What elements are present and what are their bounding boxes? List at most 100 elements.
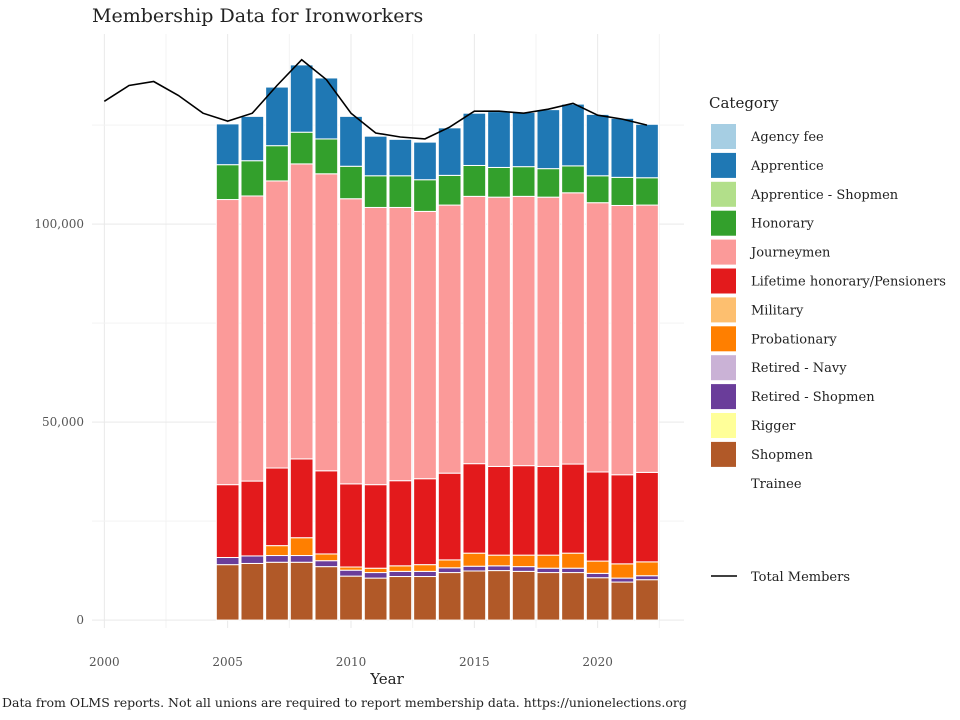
bar-segment <box>462 570 487 621</box>
bar-segment <box>536 109 561 170</box>
total-members-line-layer <box>103 58 648 140</box>
bar-segment <box>363 175 388 208</box>
bar-segment <box>635 579 659 621</box>
bar-segment <box>511 465 536 556</box>
legend-label: Shopmen <box>751 448 813 463</box>
bar-segment <box>536 168 561 198</box>
legend-swatch <box>711 355 736 381</box>
bar-segment <box>487 570 511 621</box>
bar-segment <box>215 484 240 559</box>
bar-segment <box>585 471 610 562</box>
bar-segment <box>511 570 536 621</box>
bar-segment <box>610 577 635 583</box>
bar-segment <box>265 467 289 547</box>
bar-segment <box>462 195 487 465</box>
legend-swatch <box>711 181 736 207</box>
legend-label: Retired - Navy <box>751 361 847 376</box>
bar-segment <box>339 569 363 577</box>
legend-label: Honorary <box>751 217 815 232</box>
bar-segment <box>215 199 240 486</box>
bar-segment <box>610 581 635 621</box>
legend-swatch <box>711 413 736 438</box>
bar-segment <box>610 117 635 178</box>
bar-segment <box>388 175 413 208</box>
legend-title: Category <box>709 94 779 112</box>
bar-segment <box>215 564 240 621</box>
total-members-line <box>103 58 648 140</box>
bar-segment <box>339 198 363 485</box>
bar-segment <box>388 570 413 578</box>
bar-segment <box>363 484 388 569</box>
bar-segment <box>339 165 363 200</box>
bar-segment <box>536 567 561 574</box>
bar-segment <box>240 160 265 197</box>
bar-segment <box>585 572 610 579</box>
bar-segment <box>585 577 610 621</box>
bar-segment <box>289 537 314 557</box>
bar-segment <box>437 127 462 176</box>
bar-segment <box>314 566 339 621</box>
bar-segment <box>487 196 511 467</box>
bar-segment <box>413 576 437 621</box>
bar-segment <box>265 180 289 469</box>
bar-segment <box>215 123 240 166</box>
legend-swatch <box>711 210 736 236</box>
bar-segment <box>487 111 511 168</box>
bar-segment <box>314 560 339 568</box>
bar-segment <box>289 561 314 621</box>
bar-segment <box>363 567 388 574</box>
bar-segment <box>289 163 314 460</box>
bar-segment <box>413 478 437 566</box>
x-tick-label: 2005 <box>212 655 243 669</box>
bar-segment <box>462 552 487 567</box>
legend-swatch <box>711 268 736 294</box>
bar-segment <box>289 555 314 563</box>
bar-segment <box>413 141 437 181</box>
bar-segment <box>536 572 561 621</box>
bar-segment <box>314 470 339 555</box>
legend: Agency fee Apprentice Apprentice - Shopmen… <box>711 124 946 585</box>
legend-swatch <box>711 384 736 410</box>
bar-segment <box>363 572 388 579</box>
bar-segment <box>561 103 585 167</box>
bar-segment <box>585 113 610 177</box>
bar-segment <box>240 555 265 564</box>
bar-segment <box>610 563 635 579</box>
bar-segment <box>487 465 511 556</box>
bar-segment <box>240 115 265 162</box>
bar-segment <box>561 552 585 569</box>
bar-segment <box>363 577 388 621</box>
bar-segment <box>635 204 659 473</box>
x-tick-label: 2015 <box>459 655 490 669</box>
bar-segment <box>314 77 339 140</box>
bar-segment <box>388 565 413 572</box>
bar-segment <box>511 554 536 568</box>
bar-segment <box>265 145 289 182</box>
bar-segment <box>339 115 363 167</box>
bar-segment <box>437 174 462 206</box>
bar-segment <box>240 480 265 557</box>
bar-segment <box>462 164 487 197</box>
bar-segment <box>339 575 363 621</box>
bar-segment <box>487 565 511 572</box>
bar-segment <box>388 206 413 482</box>
bar-segment <box>511 166 536 197</box>
bar-segment <box>265 545 289 557</box>
bar-segment <box>314 138 339 175</box>
y-tick-label: 0 <box>76 613 84 627</box>
bar-segment <box>388 138 413 177</box>
bar-segment <box>610 204 635 476</box>
legend-label: Rigger <box>751 419 796 434</box>
axes: 2000 2005 2010 2015 2020 0 50,000 100,000 <box>34 217 613 669</box>
legend-label: Total Members <box>751 570 850 585</box>
bar-segment <box>413 210 437 480</box>
bar-segment <box>561 463 585 554</box>
bar-segment <box>462 112 487 166</box>
x-tick-label: 2020 <box>582 655 613 669</box>
bar-segment <box>536 196 561 467</box>
bar-segment <box>413 570 437 578</box>
bar-segment <box>265 561 289 621</box>
bar-segment <box>511 566 536 572</box>
legend-label: Probationary <box>751 332 837 347</box>
bar-segment <box>289 64 314 133</box>
